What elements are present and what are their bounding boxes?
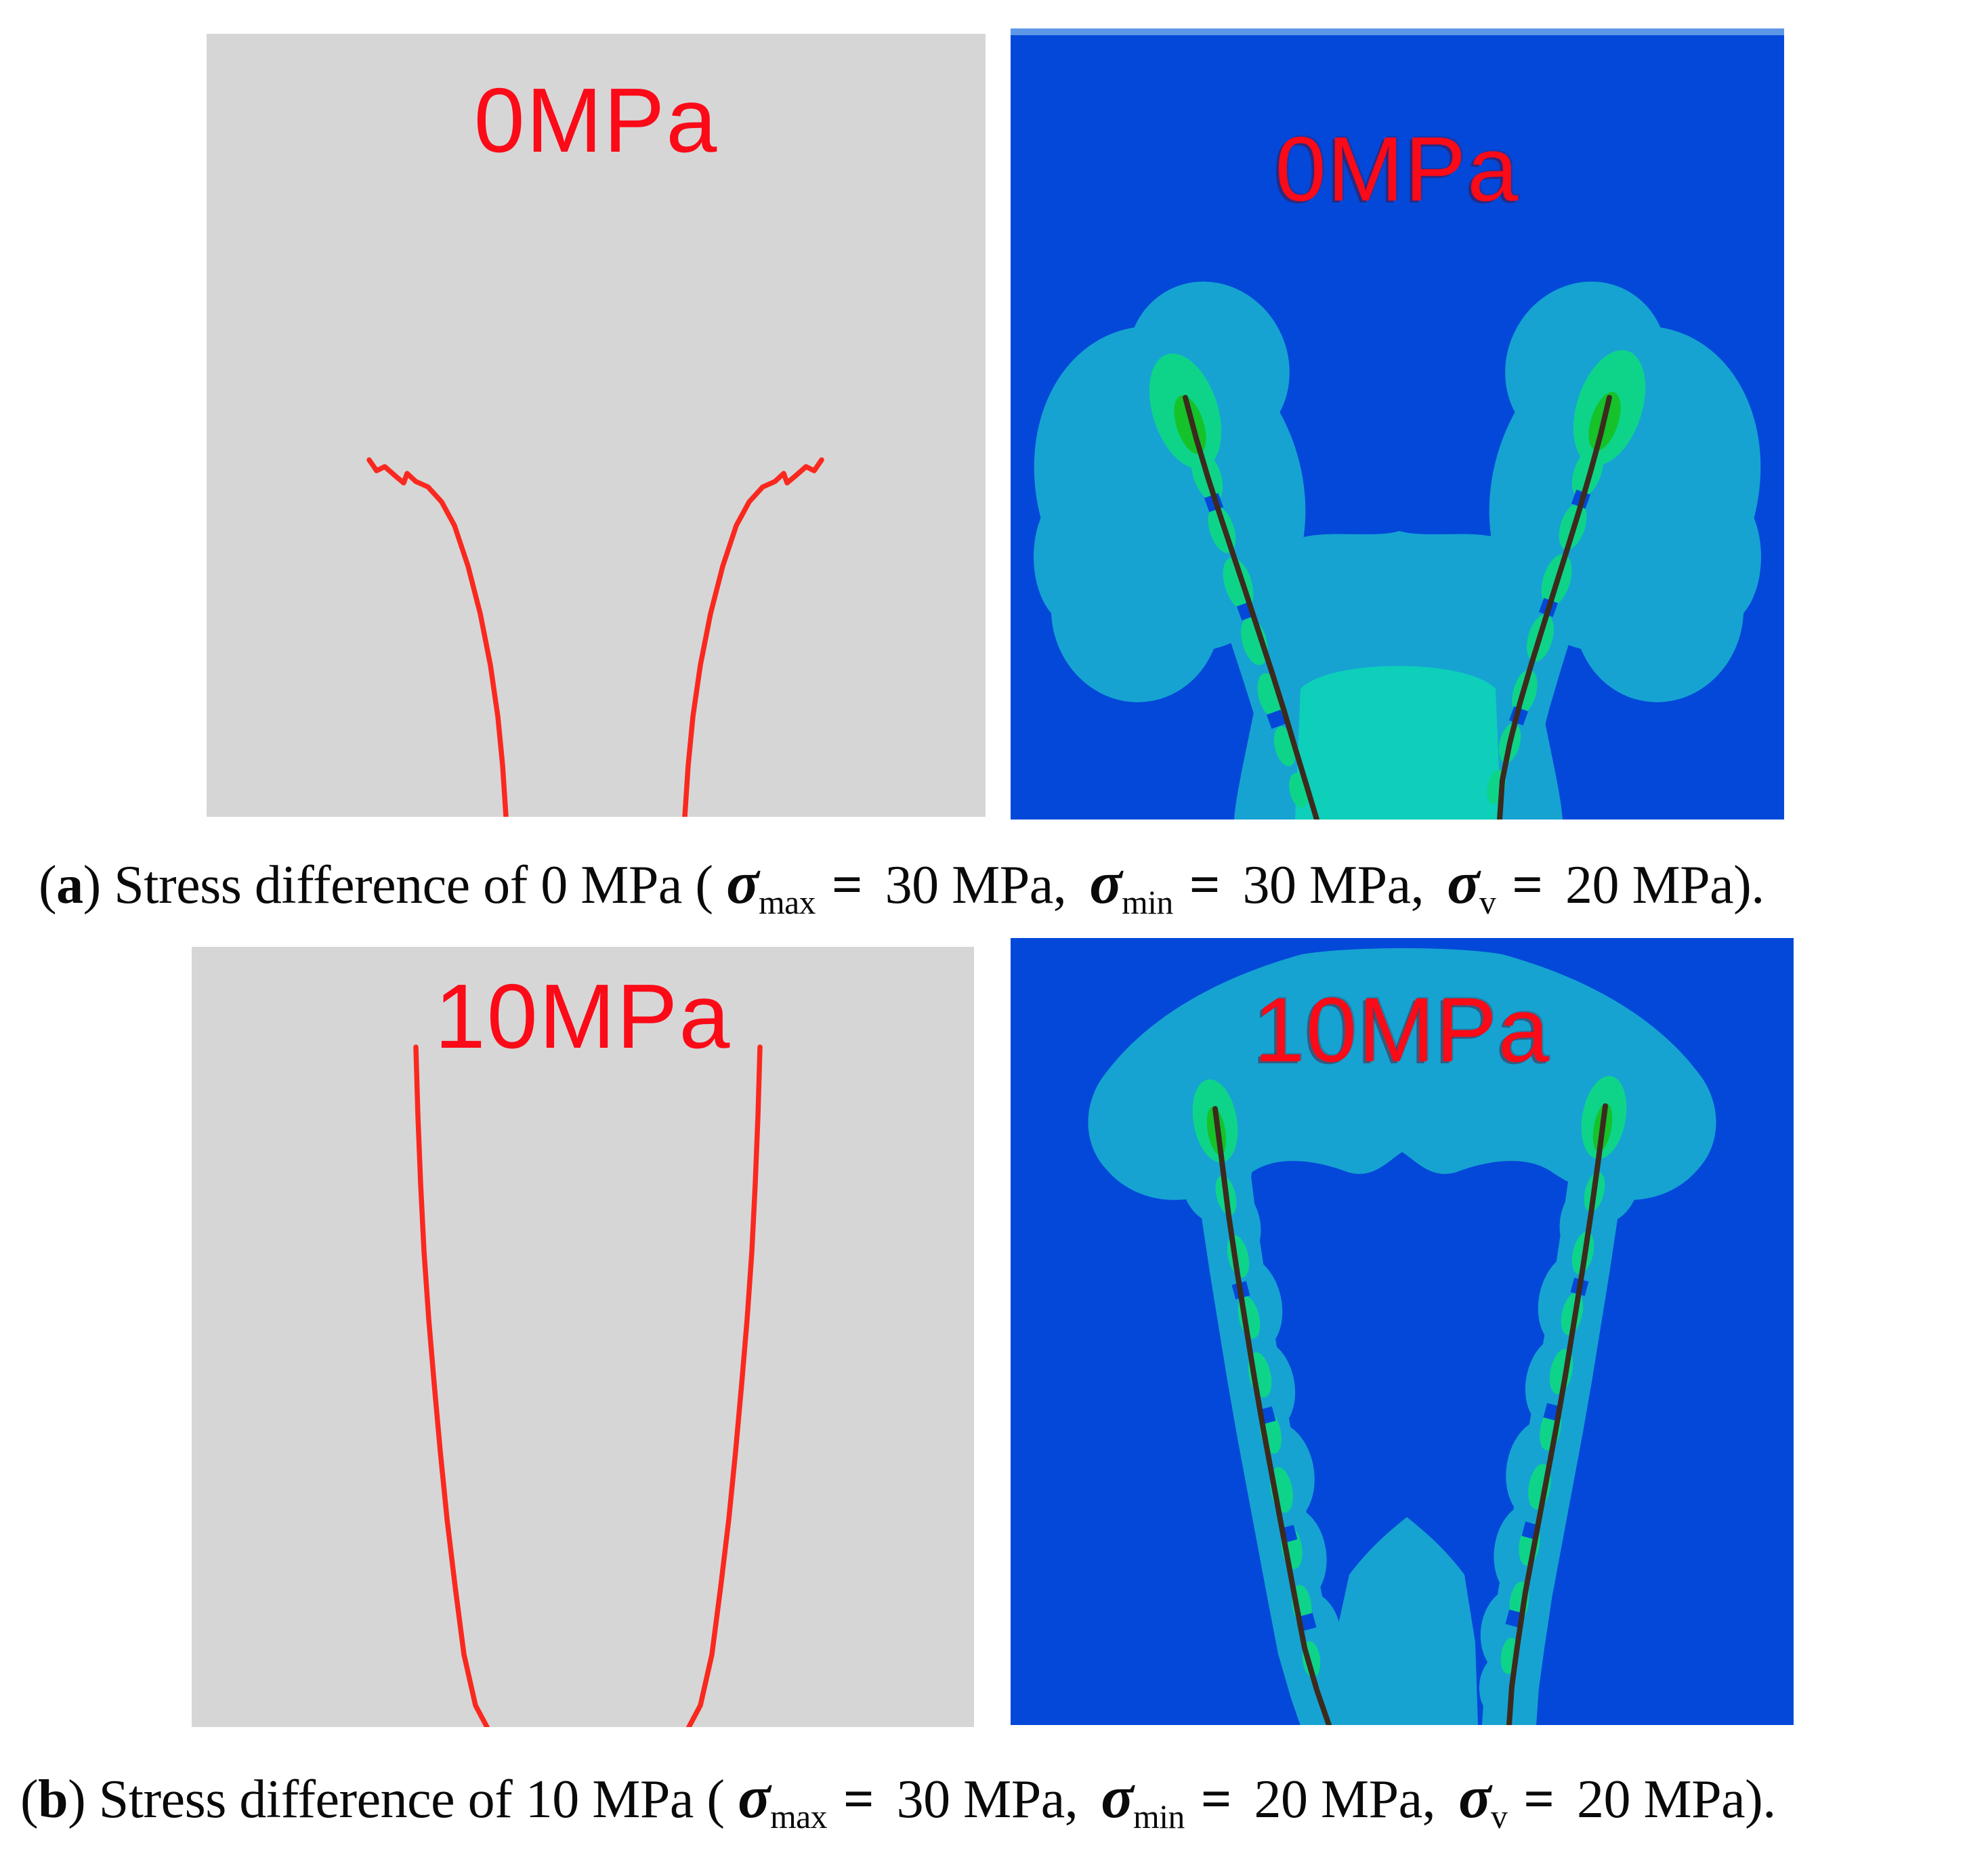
panel-b-right-label: 10MPa xyxy=(1254,979,1550,1081)
panel-b-stress-contour: 10MPa xyxy=(1011,938,1794,1725)
contour-cyan-column xyxy=(1295,666,1501,820)
caption-a-body: ) Stress difference of 0 MPa ( xyxy=(83,855,713,915)
panel-top-edge xyxy=(1011,28,1784,35)
stress-contour-plot-a xyxy=(1011,28,1784,820)
caption-b-term-sigma-max: σmax = 30 MPa, xyxy=(738,1764,1078,1835)
caption-a-term-sigma-min: σmin = 30 MPa, xyxy=(1089,849,1424,921)
crack-path-left xyxy=(366,457,509,817)
caption-b-index: (b xyxy=(20,1770,68,1829)
fracture-trace-plot-a xyxy=(366,457,824,817)
panel-a-stress-contour: 0MPa xyxy=(1011,28,1784,820)
crack-path-right xyxy=(1497,395,1612,820)
crack-path-left xyxy=(413,1044,490,1727)
contour-central-column xyxy=(1332,1517,1478,1725)
panel-b-fracture-trace: 10MPa xyxy=(192,947,974,1727)
fracture-trace-plot-b xyxy=(413,1044,763,1727)
caption-b-term-sigma-v: σv = 20 MPa). xyxy=(1458,1764,1776,1835)
crack-path-left xyxy=(1212,1106,1332,1725)
caption-b: (b) Stress difference of 10 MPa (σmax = 30… xyxy=(20,1762,1785,1835)
caption-b-term-sigma-min: σmin = 20 MPa, xyxy=(1101,1764,1436,1835)
caption-a-term-sigma-max: σmax = 30 MPa, xyxy=(726,849,1067,921)
crack-path-right xyxy=(682,457,824,817)
caption-a-term-sigma-v: σv = 20 MPa). xyxy=(1447,849,1764,921)
crack-path-right xyxy=(1506,1103,1608,1725)
panel-a-right-label: 0MPa xyxy=(1275,118,1520,220)
caption-b-body: ) Stress difference of 10 MPa ( xyxy=(68,1770,725,1829)
crack-path-right xyxy=(686,1044,763,1727)
stress-contour-plot-b xyxy=(1011,938,1794,1725)
caption-a-index: (a xyxy=(39,855,83,915)
crack-path-left xyxy=(1183,395,1319,820)
caption-a: (a) Stress difference of 0 MPa (σmax = 30 … xyxy=(39,848,1774,921)
panel-b-left-label: 10MPa xyxy=(434,965,732,1067)
panel-a-left-label: 0MPa xyxy=(473,69,719,171)
panel-a-fracture-trace: 0MPa xyxy=(207,34,986,817)
